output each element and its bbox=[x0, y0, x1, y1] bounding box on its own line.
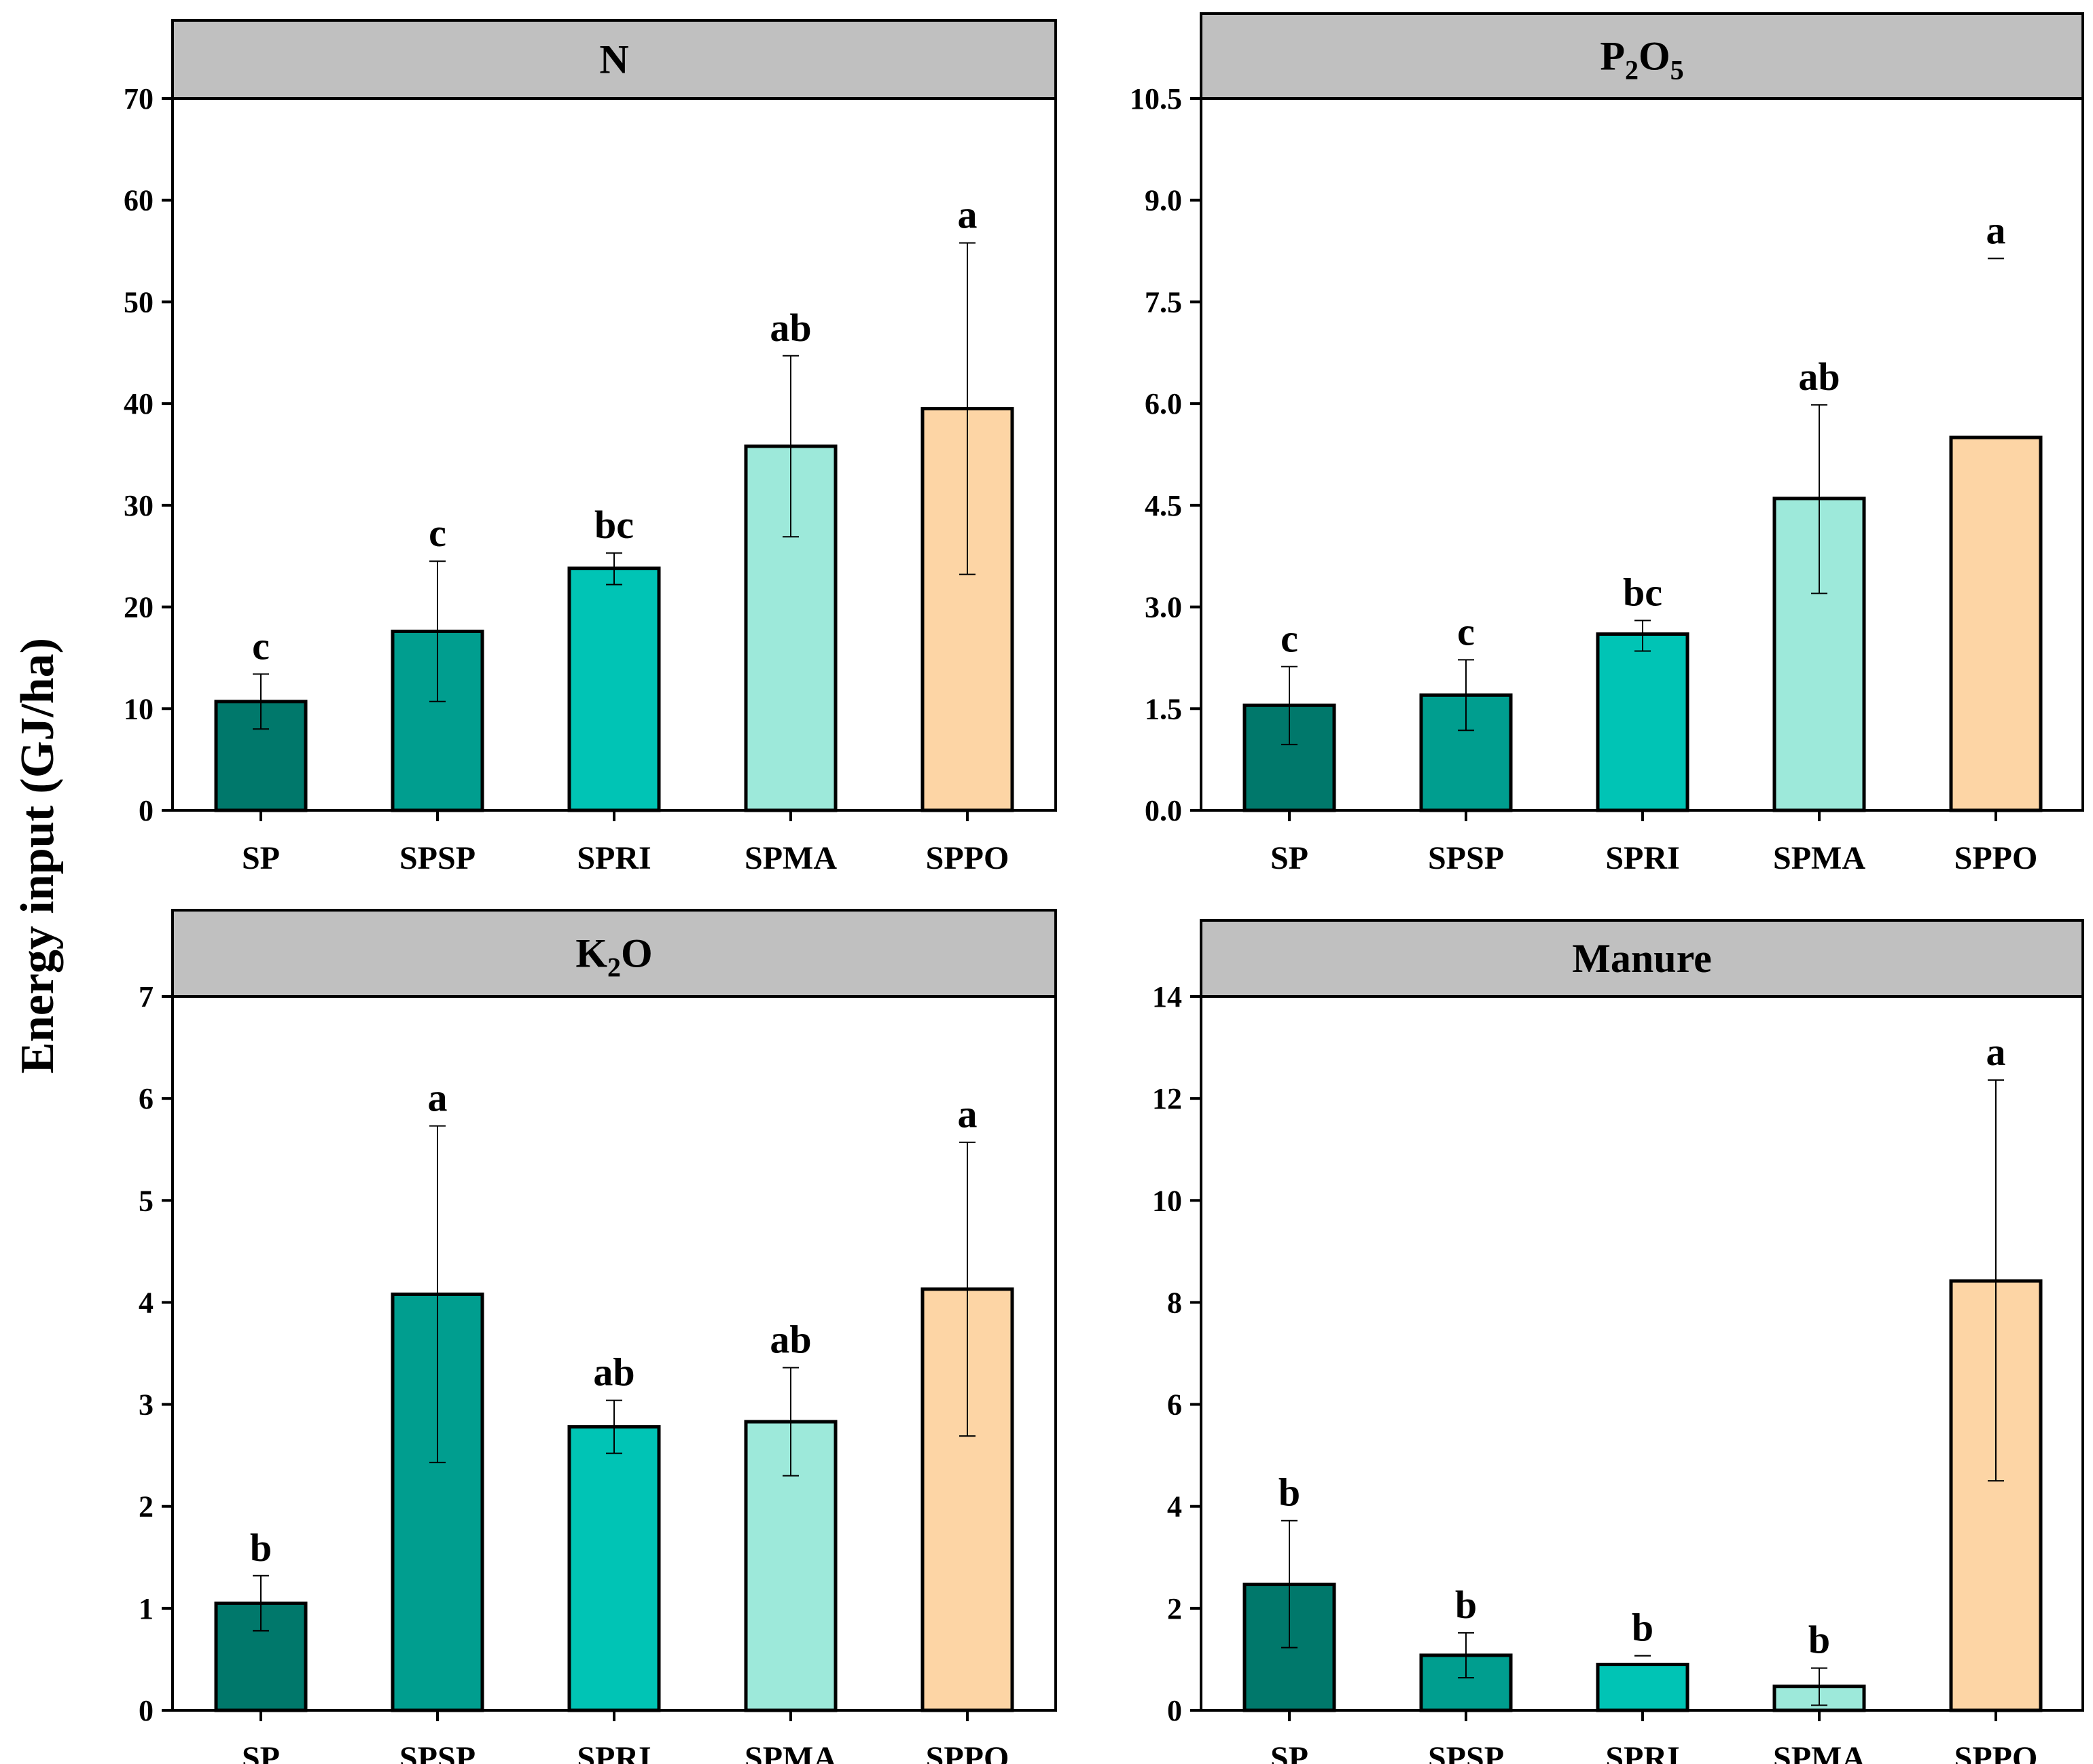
significance-label-2-2: ab bbox=[593, 1350, 634, 1394]
y-axis-label: Energy input (GJ/ha) bbox=[12, 638, 64, 1074]
bar-1-4 bbox=[1949, 435, 2043, 812]
y-tick-label-3-7: 14 bbox=[1152, 980, 1182, 1013]
x-tick-label-1-1: SPSP bbox=[1428, 840, 1504, 876]
x-tick-label-1-4: SPPO bbox=[1954, 840, 2038, 876]
x-tick-label-0-1: SPSP bbox=[399, 840, 476, 876]
significance-label-3-4: a bbox=[1986, 1030, 2006, 1074]
y-tick-label-0-5: 50 bbox=[124, 285, 154, 319]
y-tick-label-1-7: 10.5 bbox=[1130, 82, 1182, 115]
panel-strip-1 bbox=[1200, 12, 2084, 100]
y-tick-label-3-6: 12 bbox=[1152, 1082, 1182, 1115]
x-tick-label-2-4: SPPO bbox=[926, 1740, 1009, 1764]
x-tick-label-2-1: SPSP bbox=[399, 1740, 476, 1764]
y-tick-label-2-0: 0 bbox=[139, 1694, 154, 1727]
panel-strip-0 bbox=[171, 19, 1057, 100]
y-tick-label-0-0: 0 bbox=[139, 794, 154, 827]
significance-label-1-2: bc bbox=[1623, 571, 1662, 615]
x-tick-label-3-1: SPSP bbox=[1428, 1740, 1504, 1764]
panel-strip-3 bbox=[1200, 919, 2084, 998]
significance-label-3-0: b bbox=[1278, 1471, 1300, 1515]
x-tick-label-2-2: SPRI bbox=[577, 1740, 651, 1764]
bar-2-2 bbox=[567, 1425, 661, 1712]
significance-label-1-0: c bbox=[1281, 616, 1298, 660]
y-tick-label-1-1: 1.5 bbox=[1145, 692, 1182, 725]
y-tick-label-3-2: 4 bbox=[1167, 1490, 1182, 1524]
y-tick-label-3-1: 2 bbox=[1167, 1592, 1182, 1625]
y-tick-label-1-4: 6.0 bbox=[1145, 387, 1182, 420]
significance-label-1-1: c bbox=[1457, 609, 1475, 653]
y-tick-label-0-4: 40 bbox=[124, 387, 154, 420]
panel-title-1: P2O5 bbox=[1600, 34, 1683, 86]
y-tick-label-2-1: 1 bbox=[139, 1592, 154, 1625]
bar-3-2 bbox=[1596, 1662, 1689, 1712]
x-tick-label-1-0: SP bbox=[1270, 840, 1308, 876]
y-tick-label-3-0: 0 bbox=[1167, 1694, 1182, 1727]
x-tick-label-0-3: SPMA bbox=[745, 840, 837, 876]
significance-label-0-0: c bbox=[252, 624, 270, 668]
x-tick-label-3-2: SPRI bbox=[1605, 1740, 1679, 1764]
significance-label-2-0: b bbox=[250, 1526, 272, 1570]
x-tick-label-2-3: SPMA bbox=[745, 1740, 837, 1764]
x-tick-label-0-2: SPRI bbox=[577, 840, 651, 876]
x-tick-label-3-3: SPMA bbox=[1773, 1740, 1865, 1764]
x-tick-label-1-2: SPRI bbox=[1605, 840, 1679, 876]
y-tick-label-2-6: 6 bbox=[139, 1082, 154, 1115]
y-tick-label-2-5: 5 bbox=[139, 1184, 154, 1217]
y-tick-label-1-5: 7.5 bbox=[1145, 285, 1182, 319]
y-tick-label-2-3: 3 bbox=[139, 1388, 154, 1422]
significance-label-0-1: c bbox=[429, 511, 446, 555]
x-tick-label-3-0: SP bbox=[1270, 1740, 1308, 1764]
significance-label-0-2: bc bbox=[594, 503, 634, 547]
y-tick-label-2-7: 7 bbox=[139, 980, 154, 1013]
panel-title-0: N bbox=[599, 37, 628, 82]
y-tick-label-1-3: 4.5 bbox=[1145, 489, 1182, 522]
y-tick-label-0-7: 70 bbox=[124, 82, 154, 115]
y-tick-label-3-5: 10 bbox=[1152, 1184, 1182, 1217]
y-tick-label-0-2: 20 bbox=[124, 591, 154, 624]
panel-title-3: Manure bbox=[1572, 936, 1712, 981]
significance-label-0-3: ab bbox=[770, 306, 811, 350]
significance-label-3-3: b bbox=[1808, 1618, 1830, 1662]
significance-label-2-1: a bbox=[428, 1076, 448, 1120]
x-tick-label-0-4: SPPO bbox=[926, 840, 1009, 876]
significance-label-3-1: b bbox=[1455, 1583, 1477, 1627]
x-tick-label-0-0: SP bbox=[242, 840, 280, 876]
significance-label-1-4: a bbox=[1986, 209, 2006, 253]
y-tick-label-3-4: 8 bbox=[1167, 1286, 1182, 1319]
y-tick-label-2-4: 4 bbox=[139, 1286, 154, 1319]
bar-0-2 bbox=[567, 566, 661, 812]
y-tick-label-0-1: 10 bbox=[124, 692, 154, 725]
y-tick-label-0-3: 30 bbox=[124, 489, 154, 522]
y-tick-label-1-6: 9.0 bbox=[1145, 184, 1182, 217]
x-tick-label-2-0: SP bbox=[242, 1740, 280, 1764]
x-tick-label-3-4: SPPO bbox=[1954, 1740, 2038, 1764]
significance-label-3-2: b bbox=[1632, 1606, 1653, 1650]
significance-label-1-3: ab bbox=[1798, 355, 1840, 399]
y-tick-label-1-0: 0.0 bbox=[1145, 794, 1182, 827]
significance-label-2-4: a bbox=[958, 1092, 978, 1136]
panel-strip-2 bbox=[171, 909, 1057, 998]
panel-title-2: K2O bbox=[575, 931, 652, 983]
x-tick-label-1-3: SPMA bbox=[1773, 840, 1865, 876]
y-tick-label-1-2: 3.0 bbox=[1145, 591, 1182, 624]
y-tick-label-2-2: 2 bbox=[139, 1490, 154, 1524]
y-tick-label-3-3: 6 bbox=[1167, 1388, 1182, 1422]
y-tick-label-0-6: 60 bbox=[124, 184, 154, 217]
bar-1-2 bbox=[1596, 632, 1689, 812]
significance-label-2-3: ab bbox=[770, 1318, 811, 1362]
significance-label-0-4: a bbox=[958, 193, 978, 237]
